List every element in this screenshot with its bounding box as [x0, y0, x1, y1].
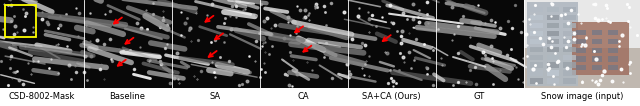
Bar [576, 56, 586, 62]
Text: Snow image (input): Snow image (input) [541, 92, 623, 101]
Bar [547, 31, 559, 36]
Bar [172, 0, 260, 88]
Bar [547, 7, 559, 12]
Bar [592, 56, 602, 62]
Bar [592, 47, 602, 53]
Bar [592, 65, 602, 70]
Bar [547, 55, 559, 60]
Bar [435, 0, 524, 88]
Bar [530, 15, 543, 20]
Text: Baseline: Baseline [109, 92, 145, 101]
Bar [563, 62, 576, 68]
Bar [608, 47, 618, 53]
Bar [563, 78, 576, 84]
Bar [260, 0, 348, 88]
Bar [530, 55, 543, 60]
Bar [592, 39, 602, 44]
Bar [563, 7, 576, 12]
Bar [527, 2, 578, 86]
Text: GT: GT [474, 92, 485, 101]
Bar [530, 70, 543, 76]
Bar [524, 0, 640, 48]
Bar [576, 39, 586, 44]
Bar [572, 22, 629, 75]
Bar [530, 31, 543, 36]
Bar [563, 31, 576, 36]
Bar [576, 65, 586, 70]
Bar [547, 15, 559, 20]
Bar [530, 47, 543, 52]
Bar [5, 5, 36, 37]
Bar [547, 62, 559, 68]
Bar [547, 70, 559, 76]
Bar [563, 70, 576, 76]
Bar [563, 55, 576, 60]
Bar [84, 0, 172, 88]
Text: SA: SA [210, 92, 221, 101]
Bar [563, 15, 576, 20]
Bar [608, 39, 618, 44]
Bar [592, 30, 602, 35]
Text: CSD-8002-Mask: CSD-8002-Mask [8, 92, 75, 101]
Bar [524, 0, 640, 88]
Bar [530, 23, 543, 28]
Bar [608, 56, 618, 62]
Bar [547, 39, 559, 44]
Bar [608, 30, 618, 35]
Bar [547, 47, 559, 52]
Bar [576, 47, 586, 53]
Text: CA: CA [298, 92, 309, 101]
Bar [530, 39, 543, 44]
Text: SA+CA (Ours): SA+CA (Ours) [362, 92, 421, 101]
Bar [530, 78, 543, 84]
Bar [530, 7, 543, 12]
Bar [576, 30, 586, 35]
Bar [524, 48, 640, 88]
Bar [608, 65, 618, 70]
Bar [348, 0, 436, 88]
Bar [547, 23, 559, 28]
Bar [563, 23, 576, 28]
Bar [530, 62, 543, 68]
Bar [0, 0, 84, 88]
Bar [563, 47, 576, 52]
Bar [547, 78, 559, 84]
Bar [563, 39, 576, 44]
